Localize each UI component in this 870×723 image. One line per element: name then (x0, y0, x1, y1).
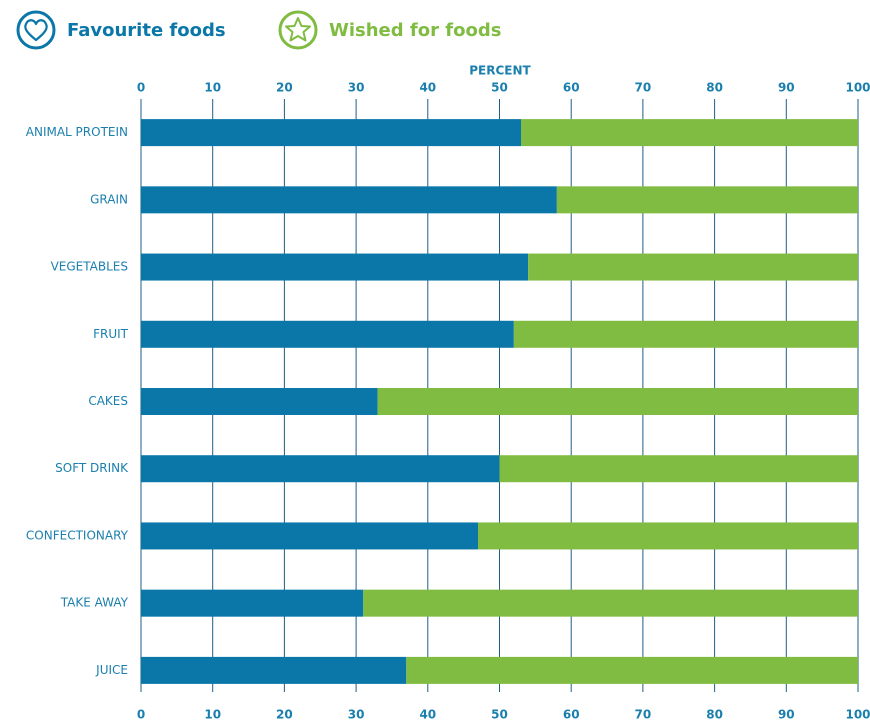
x-tick-label: 60 (563, 708, 580, 722)
bar-segment (477, 522, 858, 550)
x-tick-label: 50 (491, 708, 508, 722)
x-tick-label: 60 (563, 81, 580, 95)
x-tick-label: 40 (419, 708, 436, 722)
x-tick-label: 10 (204, 81, 221, 95)
x-tick-label: 40 (419, 81, 436, 95)
bar-segment (556, 186, 858, 214)
x-tick-label: 50 (491, 81, 508, 95)
y-tick-label: TAKE AWAY (60, 596, 129, 610)
bar-segment (377, 388, 858, 415)
x-axis-title: PERCENT (469, 64, 531, 78)
x-tick-label: 30 (348, 708, 365, 722)
x-tick-label: 10 (204, 708, 221, 722)
bar-segment (141, 320, 514, 348)
bar-segment (141, 253, 529, 281)
bar-segment (141, 119, 522, 147)
bar-segment (513, 320, 858, 348)
legend-label: Wished for foods (329, 20, 501, 41)
y-tick-label: CAKES (88, 394, 128, 408)
x-tick-label: 30 (348, 81, 365, 95)
legend-label: Favourite foods (67, 20, 226, 41)
bar-segment (406, 656, 858, 684)
x-tick-label: 100 (845, 708, 870, 722)
x-tick-label: 80 (706, 708, 723, 722)
bar-segment (141, 455, 500, 483)
x-tick-label: 0 (137, 81, 145, 95)
x-tick-label: 20 (276, 708, 293, 722)
bar-segment (141, 186, 557, 214)
legend-icon-heart (16, 10, 56, 50)
bar-segment (141, 522, 478, 550)
x-tick-label: 80 (706, 81, 723, 95)
x-tick-label: 0 (137, 708, 145, 722)
bar-segment (528, 253, 858, 281)
x-tick-label: 20 (276, 81, 293, 95)
x-tick-label: 90 (778, 708, 795, 722)
bar-segment (521, 119, 858, 147)
y-tick-label: JUICE (95, 663, 128, 677)
bar-segment (499, 455, 858, 483)
x-tick-label: 70 (635, 708, 652, 722)
y-tick-label: GRAIN (90, 192, 128, 206)
legend-icon-star (278, 10, 318, 50)
y-tick-label: ANIMAL PROTEIN (26, 125, 128, 139)
bar-segment (141, 388, 378, 415)
y-tick-label: VEGETABLES (51, 260, 128, 274)
x-tick-label: 90 (778, 81, 795, 95)
x-tick-label: 100 (845, 81, 870, 95)
bar-segment (141, 656, 407, 684)
y-tick-label: SOFT DRINK (55, 461, 129, 475)
x-tick-label: 70 (635, 81, 652, 95)
y-tick-label: CONFECTIONARY (26, 528, 129, 542)
bar-segment (363, 589, 858, 617)
bar-segment (141, 589, 364, 617)
y-tick-label: FRUIT (93, 327, 129, 341)
